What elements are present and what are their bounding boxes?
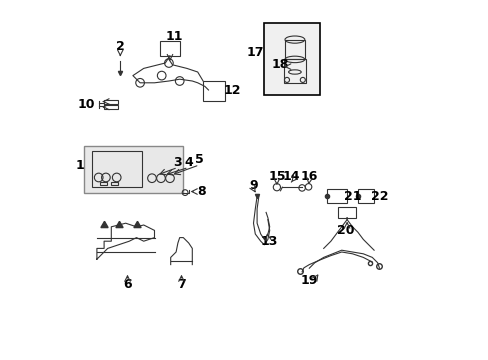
Text: 8: 8	[197, 185, 205, 198]
Text: 13: 13	[260, 235, 277, 248]
Text: 21: 21	[343, 190, 361, 203]
Text: 11: 11	[165, 30, 183, 42]
Bar	[84, 146, 183, 193]
Text: 22: 22	[370, 190, 387, 203]
Text: 16: 16	[300, 170, 317, 183]
Bar	[203, 81, 224, 101]
Bar	[160, 41, 179, 56]
Bar	[100, 182, 107, 185]
Text: 5: 5	[195, 153, 203, 166]
Bar	[285, 40, 305, 59]
Text: 1: 1	[75, 159, 84, 172]
Text: 19: 19	[300, 274, 317, 287]
Bar	[110, 182, 118, 185]
Text: 14: 14	[282, 170, 300, 183]
Bar	[357, 189, 373, 203]
Text: 2: 2	[116, 40, 124, 53]
Text: 10: 10	[77, 98, 95, 111]
Bar	[284, 59, 305, 83]
Text: 9: 9	[249, 179, 257, 192]
Bar	[326, 189, 346, 203]
Text: 20: 20	[336, 224, 353, 237]
Text: 6: 6	[123, 278, 132, 291]
Text: 17: 17	[246, 46, 264, 59]
Bar	[104, 105, 118, 109]
Bar	[264, 23, 320, 95]
Text: 15: 15	[267, 170, 285, 183]
Text: 7: 7	[177, 278, 185, 291]
Text: 4: 4	[184, 156, 193, 168]
Text: 3: 3	[173, 156, 182, 168]
Bar	[104, 100, 118, 104]
Text: 12: 12	[223, 84, 240, 97]
Bar	[91, 151, 142, 187]
Bar	[337, 207, 355, 218]
Text: 18: 18	[271, 58, 288, 71]
